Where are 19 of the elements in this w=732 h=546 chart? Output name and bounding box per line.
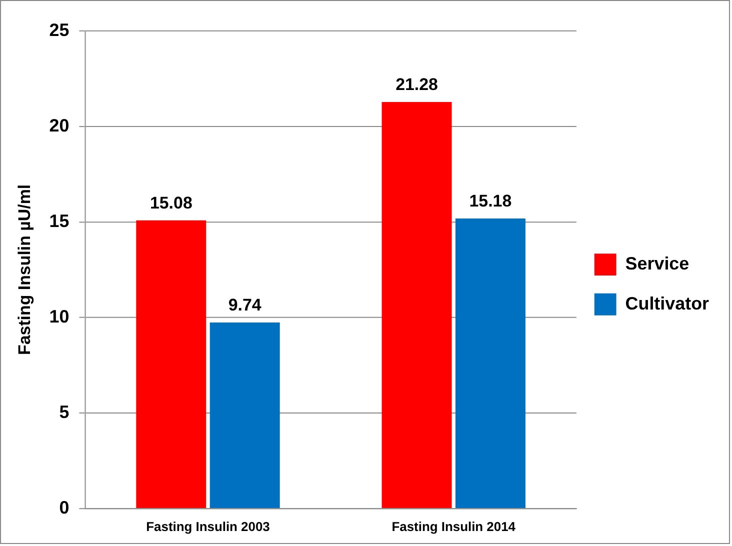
data-label: 21.28 [396, 75, 438, 94]
y-tick-label: 10 [49, 306, 70, 326]
y-tick-label: 5 [59, 402, 70, 422]
data-label: 15.08 [150, 194, 192, 213]
y-tick-label: 15 [49, 210, 70, 231]
x-tick-label: Fasting Insulin 2014 [392, 518, 516, 534]
y-tick-label: 0 [59, 497, 70, 518]
data-label: 9.74 [228, 296, 262, 315]
bar [136, 220, 206, 508]
y-tick-label: 20 [49, 115, 70, 136]
y-tick-label: 25 [49, 20, 70, 40]
x-tick-label: Fasting Insulin 2003 [146, 518, 270, 534]
bar [455, 218, 526, 508]
y-axis-title: Fasting Insulin µU/ml [14, 184, 34, 356]
legend-label: Service [625, 253, 690, 274]
legend-label: Cultivator [625, 293, 710, 314]
bar [210, 322, 280, 508]
bar [382, 102, 452, 508]
data-label: 15.18 [469, 192, 512, 211]
